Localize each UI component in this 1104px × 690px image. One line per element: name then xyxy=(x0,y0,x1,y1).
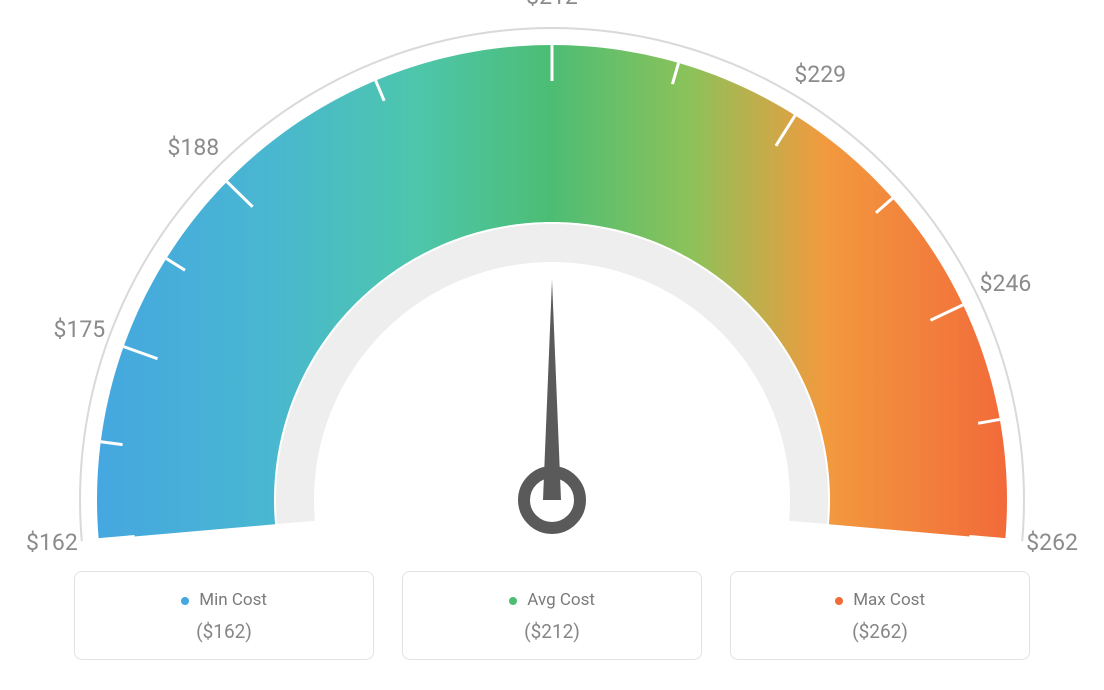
legend-row: Min Cost ($162) Avg Cost ($212) Max Cost… xyxy=(0,571,1104,660)
legend-label-avg: Avg Cost xyxy=(527,590,595,610)
gauge-tick-label: $262 xyxy=(1026,529,1078,556)
gauge-tick-label: $162 xyxy=(26,529,78,556)
legend-card-min: Min Cost ($162) xyxy=(74,571,374,660)
legend-value-avg: ($212) xyxy=(403,620,701,643)
gauge-tick-label: $229 xyxy=(794,61,846,88)
gauge-tick-label: $246 xyxy=(980,270,1032,297)
legend-title-max: Max Cost xyxy=(731,590,1029,610)
legend-label-max: Max Cost xyxy=(853,590,925,610)
gauge-tick-label: $175 xyxy=(54,316,106,343)
dot-icon-max xyxy=(835,597,843,605)
dot-icon-min xyxy=(181,597,189,605)
legend-value-min: ($162) xyxy=(75,620,373,643)
gauge-area: $162 $175 $188 $212 $229 $246 $262 xyxy=(0,0,1104,560)
gauge-tick-label: $188 xyxy=(167,134,219,161)
dot-icon-avg xyxy=(509,597,517,605)
gauge-svg: $162 $175 $188 $212 $229 $246 $262 xyxy=(0,0,1104,560)
legend-label-min: Min Cost xyxy=(199,590,267,610)
legend-value-max: ($262) xyxy=(731,620,1029,643)
legend-card-avg: Avg Cost ($212) xyxy=(402,571,702,660)
gauge-tick-label: $212 xyxy=(526,0,578,10)
legend-card-max: Max Cost ($262) xyxy=(730,571,1030,660)
legend-title-min: Min Cost xyxy=(75,590,373,610)
legend-title-avg: Avg Cost xyxy=(403,590,701,610)
